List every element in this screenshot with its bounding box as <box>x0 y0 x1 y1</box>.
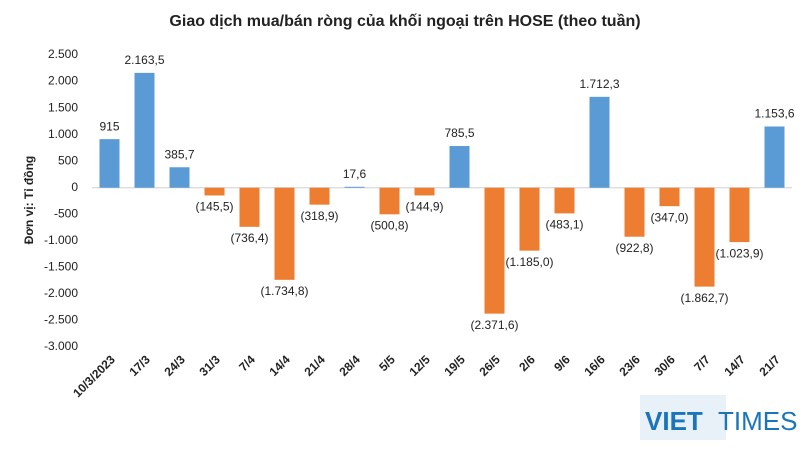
bar <box>449 146 470 188</box>
y-tick-label: -1.500 <box>44 260 78 274</box>
x-tick-label: 17/3 <box>126 352 153 379</box>
x-tick-label: 31/3 <box>196 352 223 379</box>
value-label: 17,6 <box>343 167 367 181</box>
bar <box>624 187 645 237</box>
logo-bg <box>640 395 726 440</box>
bar <box>134 72 155 188</box>
bar <box>694 187 715 287</box>
value-label: (1.862,7) <box>680 291 728 305</box>
logo: VIET TIMES <box>640 395 797 440</box>
y-tick-label: 1.500 <box>48 100 78 114</box>
bar <box>309 187 330 205</box>
bar <box>344 186 365 188</box>
bar <box>729 187 750 243</box>
x-tick-label: 5/5 <box>376 352 398 374</box>
x-tick-label: 14/7 <box>721 352 748 379</box>
bar <box>764 126 785 188</box>
x-tick-label: 16/6 <box>581 352 608 379</box>
value-label: (483,1) <box>545 218 583 232</box>
x-tick-label: 21/7 <box>756 352 783 379</box>
x-tick-label: 26/5 <box>476 352 503 379</box>
x-tick-label: 23/6 <box>616 352 643 379</box>
logo-first: VIET <box>645 406 703 436</box>
value-label: (318,9) <box>300 209 338 223</box>
value-label: 1.712,3 <box>579 77 619 91</box>
bar <box>589 96 610 188</box>
x-tick-label: 9/6 <box>551 352 573 374</box>
value-label: 2.163,5 <box>124 53 164 67</box>
y-tick-label: 0 <box>71 180 78 194</box>
value-label: (2.371,6) <box>470 318 518 332</box>
bar <box>484 187 505 314</box>
bar <box>379 187 400 215</box>
y-tick-label: -3.000 <box>44 339 78 353</box>
logo-second: TIMES <box>718 406 797 436</box>
y-axis-label: Đơn vị: Tỉ đồng <box>22 156 36 245</box>
y-tick-label: 2.000 <box>48 74 78 88</box>
bar <box>204 187 225 196</box>
value-label: (500,8) <box>370 218 408 232</box>
bar <box>414 187 435 196</box>
value-label: 1.153,6 <box>754 107 794 121</box>
value-label: (922,8) <box>615 241 653 255</box>
x-tick-label: 7/4 <box>236 352 258 374</box>
value-label: (144,9) <box>405 200 443 214</box>
x-tick-label: 19/5 <box>441 352 468 379</box>
y-tick-label: -500 <box>54 206 78 220</box>
x-tick-label: 21/4 <box>301 352 328 379</box>
value-label: (1.023,9) <box>715 246 763 260</box>
y-tick-label: 1.000 <box>48 127 78 141</box>
bar <box>554 187 575 214</box>
x-tick-label: 30/6 <box>651 352 678 379</box>
x-tick-label: 10/3/2023 <box>70 352 118 400</box>
x-tick-label: 24/3 <box>161 352 188 379</box>
value-label: 915 <box>99 119 119 133</box>
bar <box>169 167 190 188</box>
value-label: (736,4) <box>230 231 268 245</box>
bar <box>519 187 540 251</box>
x-tick-label: 14/4 <box>266 352 293 379</box>
y-tick-label: 500 <box>58 153 78 167</box>
x-tick-label: 2/6 <box>516 352 538 374</box>
value-label: (347,0) <box>650 210 688 224</box>
x-tick-label: 12/5 <box>406 352 433 379</box>
value-label: (1.734,8) <box>260 284 308 298</box>
x-tick-label: 28/4 <box>336 352 363 379</box>
bar <box>99 139 120 188</box>
bar <box>274 187 295 280</box>
y-tick-label: -2.500 <box>44 313 78 327</box>
value-label: 785,5 <box>444 126 474 140</box>
y-tick-label: -2.000 <box>44 286 78 300</box>
x-tick-label: 7/7 <box>691 352 713 374</box>
bar <box>659 187 680 207</box>
value-label: 385,7 <box>164 147 194 161</box>
y-tick-label: 2.500 <box>48 47 78 61</box>
value-label: (145,5) <box>195 200 233 214</box>
y-tick-label: -1.000 <box>44 233 78 247</box>
bar <box>239 187 260 227</box>
chart-title: Giao dịch mua/bán ròng của khối ngoại tr… <box>169 13 640 30</box>
value-label: (1.185,0) <box>505 255 553 269</box>
